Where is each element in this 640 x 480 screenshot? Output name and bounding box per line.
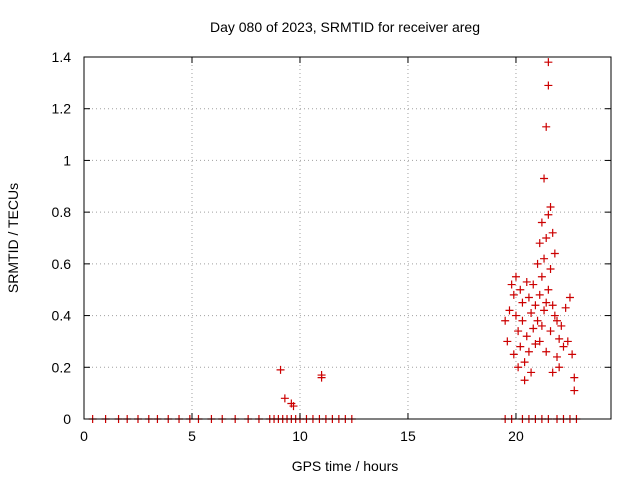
data-point: [516, 285, 525, 294]
y-tick-label: 0.4: [52, 308, 72, 324]
data-point: [548, 368, 557, 377]
x-tick-label: 20: [508, 428, 524, 444]
data-point: [570, 386, 579, 395]
data-point: [518, 298, 527, 307]
data-point: [537, 272, 546, 281]
data-point: [568, 350, 577, 359]
data-point: [531, 301, 540, 310]
data-point: [503, 337, 512, 346]
data-point: [553, 352, 562, 361]
data-point: [565, 293, 574, 302]
data-point: [276, 365, 285, 374]
y-tick-label: 1.2: [52, 101, 72, 117]
data-point: [540, 306, 549, 315]
chart-title: Day 080 of 2023, SRMTID for receiver are…: [210, 19, 480, 35]
data-point: [289, 402, 298, 411]
data-point: [280, 394, 289, 403]
data-point: [533, 259, 542, 268]
y-tick-label: 1: [63, 152, 71, 168]
data-point: [527, 308, 536, 317]
tick-labels: 0 5 10 15 20 0 0.2 0.4 0.6 0.8 1 1.2 1.4: [52, 49, 524, 444]
data-point: [520, 358, 529, 367]
data-point: [537, 218, 546, 227]
data-point: [509, 290, 518, 299]
data-point: [520, 376, 529, 385]
data-point: [522, 277, 531, 286]
data-point: [546, 327, 555, 336]
data-points: [88, 58, 581, 423]
data-point: [524, 293, 533, 302]
y-tick-label: 0.8: [52, 204, 72, 220]
data-point: [529, 324, 538, 333]
x-tick-label: 0: [80, 428, 88, 444]
data-point: [524, 347, 533, 356]
data-point: [537, 321, 546, 330]
data-point: [559, 342, 568, 351]
data-point: [550, 249, 559, 258]
data-point: [570, 373, 579, 382]
y-tick-label: 1.4: [52, 49, 72, 65]
data-point: [555, 334, 564, 343]
data-point: [511, 311, 520, 320]
data-point: [555, 363, 564, 372]
x-tick-label: 5: [188, 428, 196, 444]
data-point: [542, 234, 551, 242]
data-point: [514, 363, 523, 372]
axis-ticks: [83, 56, 611, 420]
x-axis-label: GPS time / hours: [292, 458, 399, 474]
data-point: [548, 301, 557, 310]
data-point: [535, 290, 544, 299]
y-tick-label: 0.2: [52, 359, 72, 375]
data-point: [540, 254, 549, 263]
data-point: [553, 316, 562, 325]
y-tick-label: 0.6: [52, 256, 72, 272]
data-point: [516, 342, 525, 351]
data-point: [509, 350, 518, 359]
data-point: [544, 58, 553, 67]
data-point: [522, 332, 531, 341]
data-point: [529, 280, 538, 289]
data-point: [542, 298, 551, 307]
data-point: [542, 122, 551, 131]
data-point: [544, 210, 553, 219]
data-point: [511, 272, 520, 281]
plot-frame: [83, 56, 612, 420]
data-point: [561, 303, 570, 312]
grid-lines: [84, 57, 611, 419]
data-point: [548, 228, 557, 237]
data-point: [546, 202, 555, 211]
data-point: [563, 337, 572, 346]
data-point: [542, 347, 551, 356]
data-point: [544, 285, 553, 294]
y-axis-label: SRMTID / TECUs: [5, 183, 21, 293]
data-point: [550, 311, 559, 320]
data-point: [527, 368, 536, 377]
data-point: [531, 340, 540, 349]
data-point: [540, 174, 549, 183]
y-tick-label: 0: [63, 411, 71, 427]
data-point: [507, 280, 516, 289]
x-tick-label: 15: [400, 428, 416, 444]
data-point: [557, 321, 566, 330]
data-point: [514, 327, 523, 336]
data-point: [505, 306, 514, 315]
data-point: [546, 265, 555, 274]
data-point: [535, 239, 544, 248]
x-tick-label: 10: [292, 428, 308, 444]
data-point: [501, 316, 510, 325]
data-point: [535, 337, 544, 346]
data-point: [533, 316, 542, 325]
data-point: [518, 316, 527, 325]
data-point: [544, 81, 553, 90]
data-point: [317, 371, 326, 380]
